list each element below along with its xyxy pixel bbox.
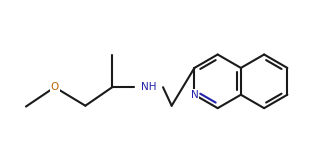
Text: NH: NH: [141, 82, 156, 92]
Text: O: O: [51, 82, 59, 92]
Text: N: N: [191, 90, 198, 100]
